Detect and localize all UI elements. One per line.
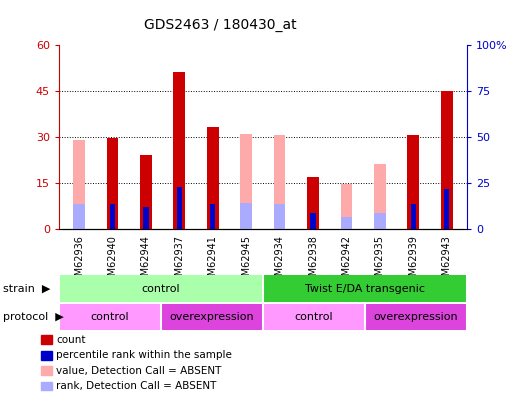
Bar [110, 204, 115, 229]
Bar [241, 203, 252, 229]
Bar [310, 213, 315, 229]
Bar [173, 72, 185, 229]
Text: value, Detection Call = ABSENT: value, Detection Call = ABSENT [56, 366, 222, 375]
Bar [263, 304, 365, 330]
Bar [73, 140, 85, 229]
Bar [374, 213, 386, 229]
Bar [274, 135, 285, 229]
Text: rank, Detection Call = ABSENT: rank, Detection Call = ABSENT [56, 381, 217, 391]
Text: GDS2463 / 180430_at: GDS2463 / 180430_at [144, 18, 297, 32]
Bar [241, 134, 252, 229]
Bar [107, 138, 119, 229]
Bar [365, 304, 467, 330]
Bar [161, 304, 263, 330]
Text: control: control [142, 284, 180, 294]
Bar [374, 164, 386, 229]
Bar [207, 128, 219, 229]
Text: overexpression: overexpression [170, 312, 254, 322]
Bar [341, 217, 352, 229]
Bar [59, 275, 263, 302]
Bar [140, 155, 152, 229]
Text: control: control [294, 312, 333, 322]
Bar [441, 91, 452, 229]
Bar [59, 304, 161, 330]
Bar [274, 204, 285, 229]
Bar [176, 188, 182, 229]
Bar [444, 189, 449, 229]
Bar [307, 177, 319, 229]
Bar [140, 158, 152, 229]
Bar [341, 184, 352, 229]
Text: control: control [91, 312, 129, 322]
Bar [210, 204, 215, 229]
Text: percentile rank within the sample: percentile rank within the sample [56, 350, 232, 360]
Bar [263, 275, 467, 302]
Text: strain  ▶: strain ▶ [3, 284, 50, 294]
Bar [73, 204, 85, 229]
Text: protocol  ▶: protocol ▶ [3, 312, 63, 322]
Text: count: count [56, 335, 86, 345]
Text: overexpression: overexpression [373, 312, 458, 322]
Text: Twist E/DA transgenic: Twist E/DA transgenic [305, 284, 425, 294]
Bar [407, 135, 419, 229]
Bar [411, 204, 416, 229]
Bar [143, 207, 149, 229]
